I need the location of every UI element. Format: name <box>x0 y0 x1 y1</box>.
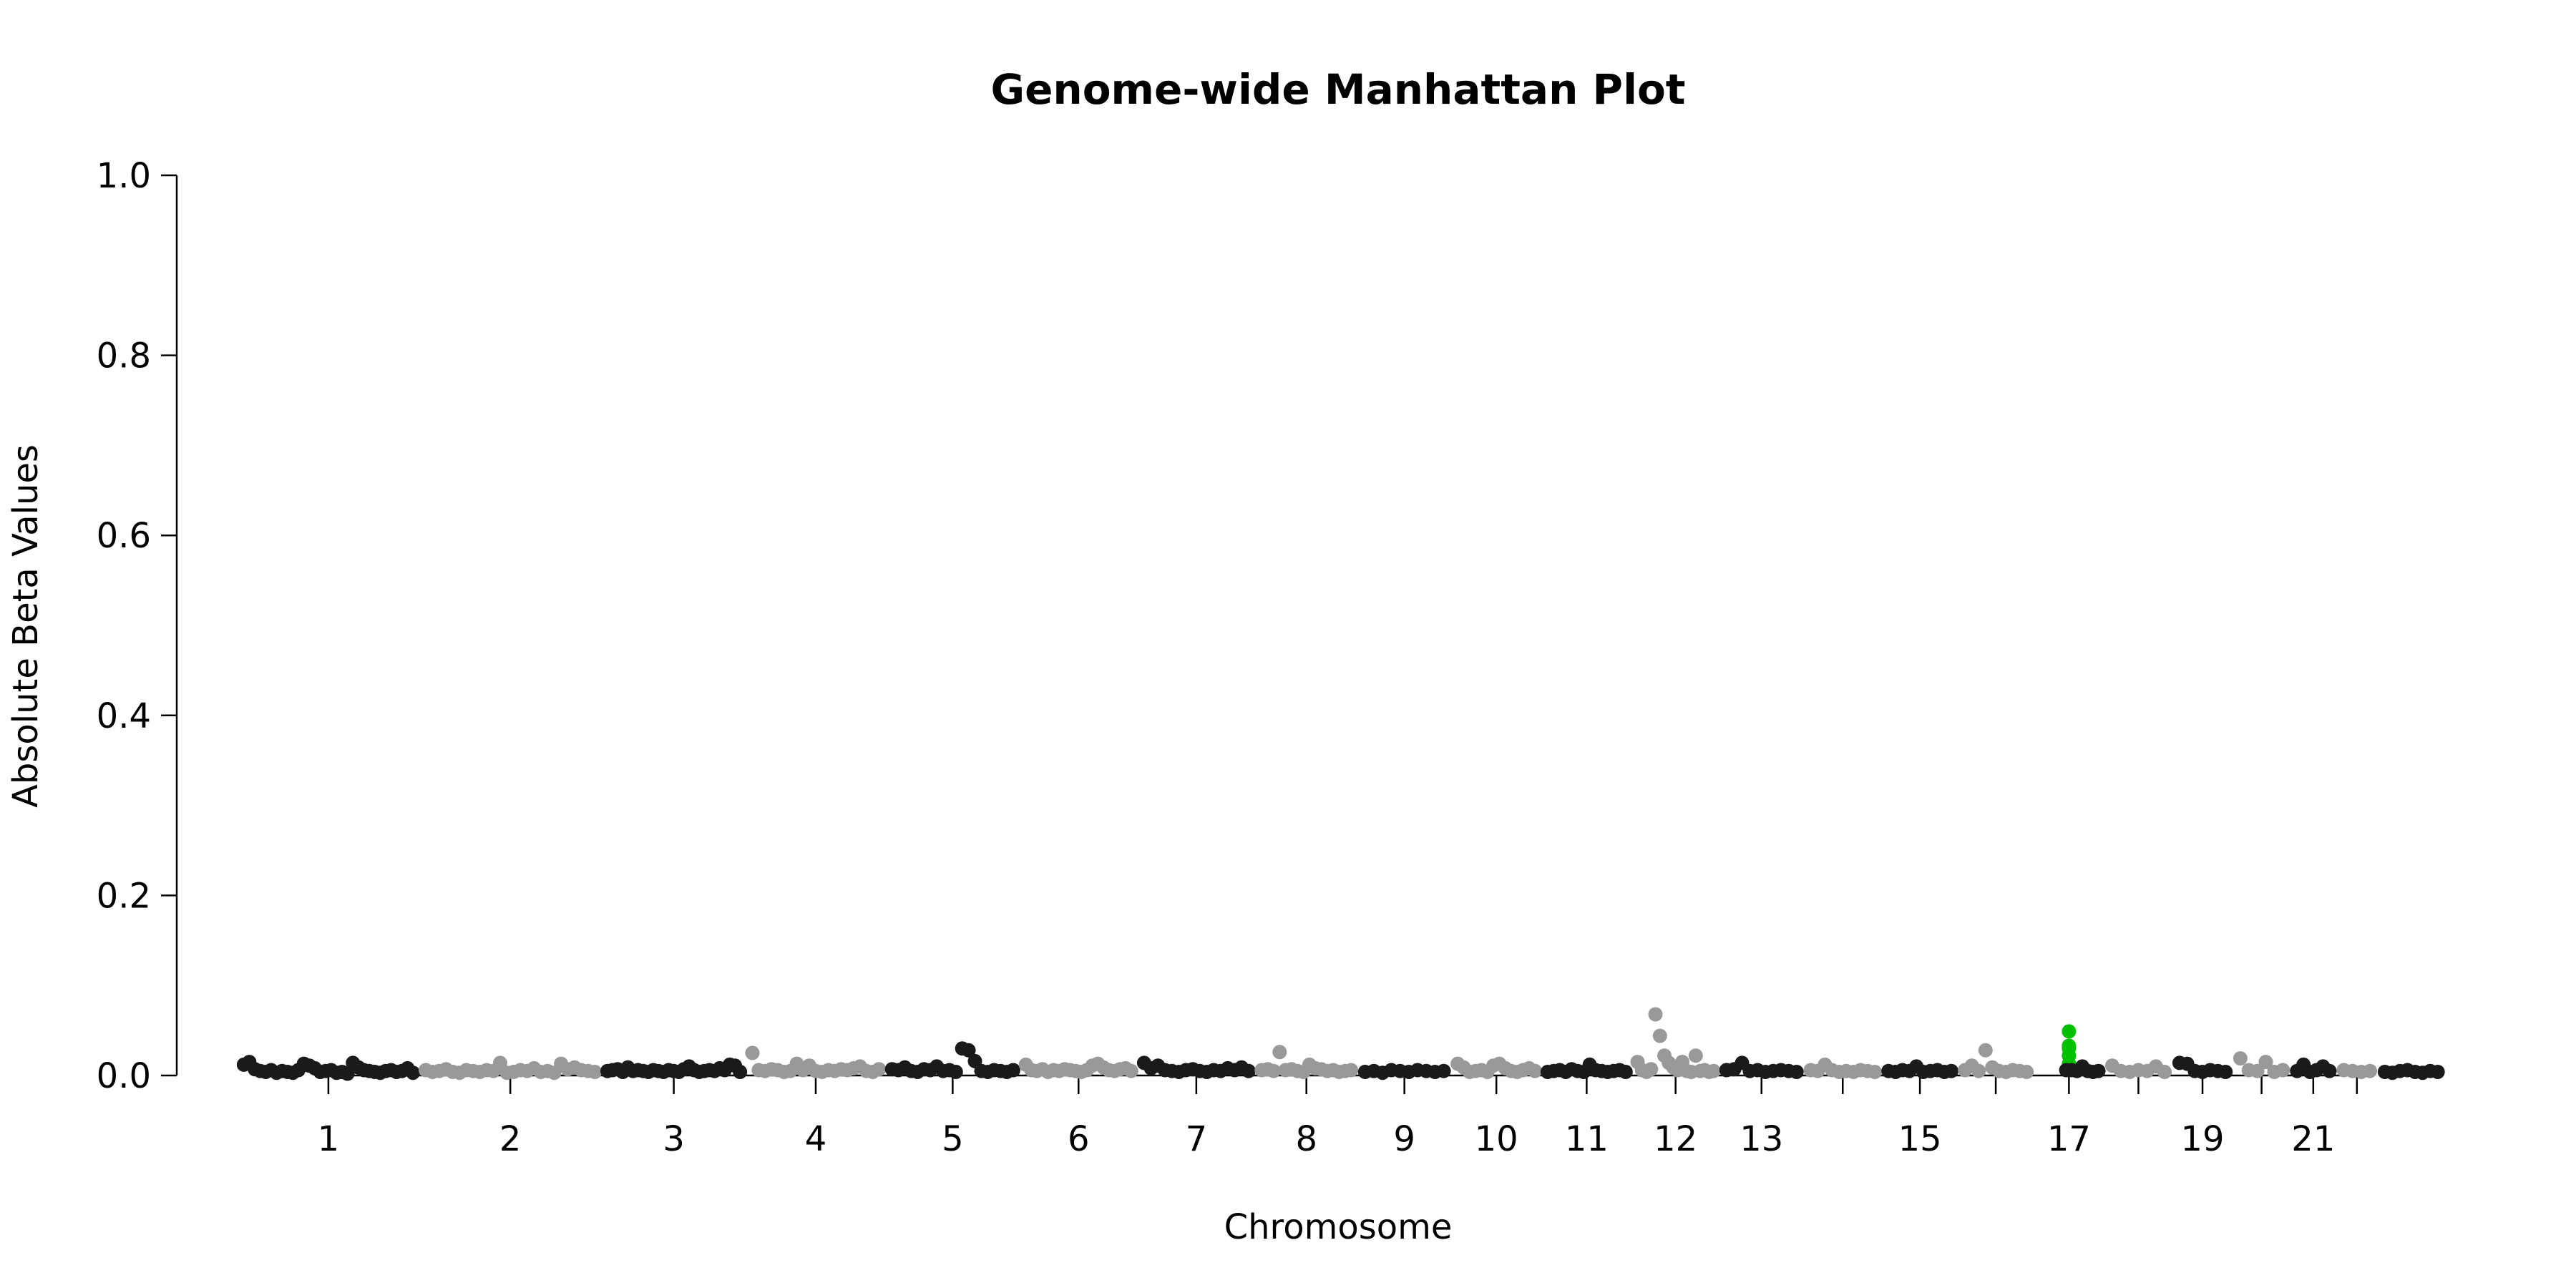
y-axis-label: Absolute Beta Values <box>6 444 46 808</box>
x-tick-label: 3 <box>663 1119 685 1159</box>
y-tick-label: 0.4 <box>97 696 151 736</box>
x-tick-label: 4 <box>805 1119 827 1159</box>
point-chr4 <box>745 1045 760 1060</box>
point-chr7 <box>1241 1063 1256 1078</box>
point-chr20 <box>2275 1063 2290 1078</box>
point-chr16 <box>2019 1065 2034 1079</box>
x-tick-label: 6 <box>1068 1119 1090 1159</box>
x-axis-label: Chromosome <box>1224 1207 1453 1247</box>
point-chr5 <box>1006 1063 1020 1078</box>
point-chr12 <box>1706 1063 1721 1078</box>
point-chr20 <box>2233 1051 2248 1066</box>
point-chr12 <box>1652 1028 1667 1043</box>
point-chr3 <box>733 1065 748 1079</box>
point-chr8 <box>1266 1063 1281 1078</box>
point-chr13 <box>1789 1065 1804 1079</box>
x-tick-label: 2 <box>499 1119 522 1159</box>
x-tick-label: 21 <box>2291 1119 2335 1159</box>
point-chr5 <box>948 1065 963 1079</box>
x-tick-label: 9 <box>1393 1119 1415 1159</box>
point-chr8 <box>1344 1063 1359 1078</box>
point-chr17 <box>2062 1024 2077 1039</box>
point-chr16 <box>1971 1063 1986 1078</box>
x-tick-label: 8 <box>1295 1119 1317 1159</box>
chart-title: Genome-wide Manhattan Plot <box>990 65 1685 114</box>
point-chr14 <box>1868 1065 1882 1079</box>
y-tick-label: 0.0 <box>97 1056 151 1096</box>
point-chr1 <box>340 1066 355 1081</box>
y-tick-label: 0.2 <box>97 876 151 916</box>
point-chr16 <box>1978 1043 1993 1058</box>
x-tick-label: 15 <box>1898 1119 1942 1159</box>
point-chr10 <box>1528 1063 1543 1078</box>
point-chr19 <box>2218 1065 2233 1079</box>
x-tick-label: 13 <box>1740 1119 1783 1159</box>
x-axis: 1 2 3 4 5 6 7 8 9 10 11 12 13 15 17 19 21 <box>318 1074 2358 1159</box>
point-chr17 <box>2091 1063 2106 1078</box>
point-chr22 <box>2363 1063 2378 1078</box>
point-chr11 <box>1618 1065 1633 1079</box>
y-tick-label: 0.8 <box>97 336 151 376</box>
point-chr2 <box>587 1065 602 1079</box>
y-tick-label: 0.6 <box>97 516 151 556</box>
point-chr5 <box>961 1043 976 1058</box>
point-chr12 <box>1648 1007 1663 1022</box>
point-chr8 <box>1272 1045 1287 1060</box>
x-tick-label: 19 <box>2181 1119 2225 1159</box>
point-chr6 <box>1123 1063 1138 1078</box>
x-tick-label: 5 <box>942 1119 964 1159</box>
point-chr18 <box>2157 1065 2172 1079</box>
point-chr15 <box>1944 1063 1958 1078</box>
point-chr1 <box>406 1065 421 1080</box>
x-tick-label: 7 <box>1186 1119 1208 1159</box>
point-chr21 <box>2322 1063 2337 1078</box>
point-chr20 <box>2258 1055 2273 1070</box>
y-tick-label: 1.0 <box>97 156 151 196</box>
x-tick-label: 12 <box>1654 1119 1697 1159</box>
x-tick-label: 10 <box>1475 1119 1518 1159</box>
point-chr23 <box>2430 1065 2445 1079</box>
point-chr9 <box>1436 1063 1451 1078</box>
x-tick-label: 11 <box>1565 1119 1609 1159</box>
x-tick-label: 17 <box>2047 1119 2091 1159</box>
y-axis: 0.0 0.2 0.4 0.6 0.8 1.0 <box>97 156 178 1096</box>
point-chr4 <box>872 1062 887 1077</box>
point-chr12 <box>1688 1048 1703 1063</box>
data-points <box>236 1007 2445 1081</box>
x-tick-label: 1 <box>318 1119 340 1159</box>
point-chr12 <box>1644 1062 1659 1077</box>
point-chr20 <box>2250 1063 2265 1078</box>
